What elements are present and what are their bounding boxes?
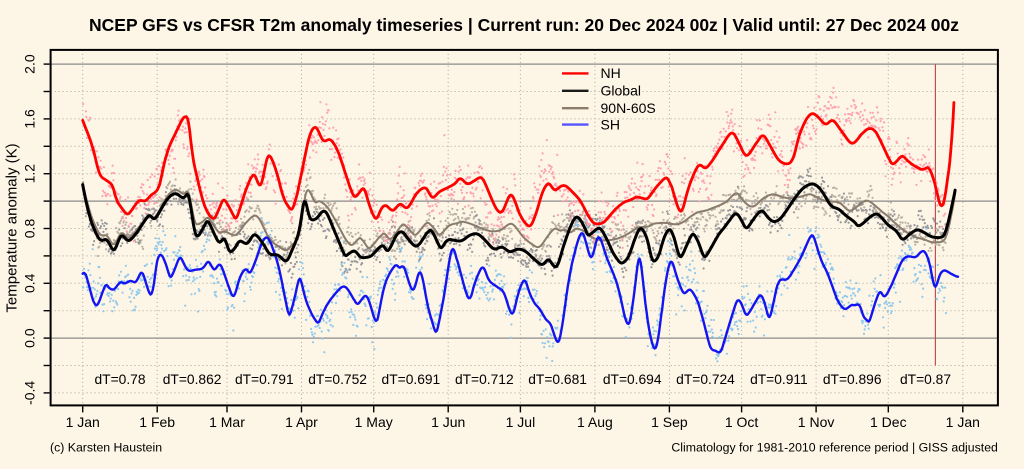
svg-text:dT=0.862: dT=0.862 xyxy=(163,372,222,387)
svg-text:1 Nov: 1 Nov xyxy=(798,414,835,430)
svg-text:1 Aug: 1 Aug xyxy=(577,414,613,430)
svg-text:1 Oct: 1 Oct xyxy=(725,414,759,430)
svg-text:1 Jun: 1 Jun xyxy=(431,414,465,430)
svg-text:dT=0.681: dT=0.681 xyxy=(528,372,587,387)
svg-text:1 Sep: 1 Sep xyxy=(651,414,688,430)
svg-text:Temperature anomaly (K): Temperature anomaly (K) xyxy=(4,143,21,312)
svg-text:Climatology for 1981-2010 refe: Climatology for 1981-2010 reference peri… xyxy=(671,441,998,455)
svg-text:-0.4: -0.4 xyxy=(22,381,38,405)
svg-text:dT=0.752: dT=0.752 xyxy=(308,372,367,387)
svg-text:1 Feb: 1 Feb xyxy=(139,414,175,430)
svg-text:dT=0.78: dT=0.78 xyxy=(94,372,145,387)
svg-text:1 Dec: 1 Dec xyxy=(870,414,907,430)
svg-text:dT=0.87: dT=0.87 xyxy=(900,372,951,387)
svg-text:dT=0.694: dT=0.694 xyxy=(603,372,662,387)
svg-text:2.0: 2.0 xyxy=(22,54,38,74)
svg-text:dT=0.712: dT=0.712 xyxy=(455,372,514,387)
svg-text:1.2: 1.2 xyxy=(22,164,38,184)
svg-text:1 Jan: 1 Jan xyxy=(946,414,980,430)
svg-text:(c) Karsten Haustein: (c) Karsten Haustein xyxy=(50,441,162,455)
svg-text:1.6: 1.6 xyxy=(22,109,38,129)
svg-text:NCEP GFS vs CFSR T2m anomaly t: NCEP GFS vs CFSR T2m anomaly timeseries … xyxy=(89,15,959,35)
svg-text:dT=0.896: dT=0.896 xyxy=(823,372,882,387)
svg-text:0.0: 0.0 xyxy=(22,328,38,348)
svg-text:NH: NH xyxy=(601,65,621,81)
svg-text:1 Jan: 1 Jan xyxy=(66,414,100,430)
svg-text:1 Apr: 1 Apr xyxy=(285,414,318,430)
svg-text:dT=0.691: dT=0.691 xyxy=(382,372,441,387)
svg-text:0.4: 0.4 xyxy=(22,273,38,293)
svg-text:90N-60S: 90N-60S xyxy=(601,100,656,116)
svg-text:Global: Global xyxy=(601,83,641,99)
svg-text:dT=0.911: dT=0.911 xyxy=(750,372,808,387)
svg-text:1 Jul: 1 Jul xyxy=(506,414,536,430)
svg-text:1 May: 1 May xyxy=(355,414,393,430)
svg-text:1 Mar: 1 Mar xyxy=(209,414,245,430)
svg-text:0.8: 0.8 xyxy=(22,219,38,239)
svg-text:dT=0.724: dT=0.724 xyxy=(676,372,735,387)
svg-text:dT=0.791: dT=0.791 xyxy=(235,372,294,387)
svg-text:SH: SH xyxy=(601,116,620,132)
